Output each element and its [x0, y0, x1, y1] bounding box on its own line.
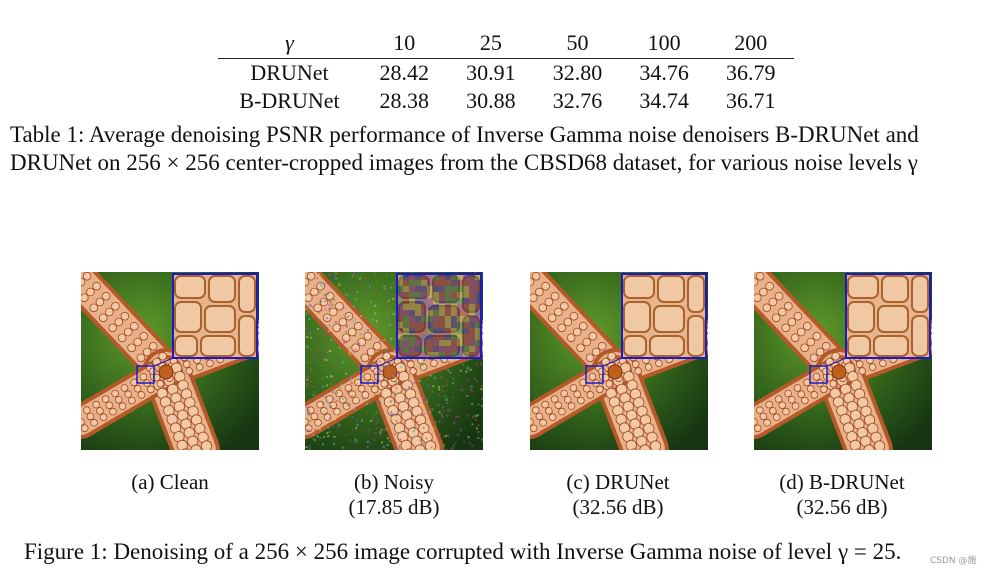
header-gamma: γ	[218, 28, 361, 59]
header-level-100: 100	[620, 28, 708, 59]
table-cell: 32.76	[552, 88, 603, 113]
table-cell: 34.76	[639, 60, 689, 85]
subfigure-label: (b) Noisy	[354, 470, 434, 494]
table-row: DRUNet 28.42 30.91 32.80 34.76 36.79	[218, 59, 794, 88]
header-level-50: 50	[534, 28, 621, 59]
header-level-200: 200	[707, 28, 794, 59]
starfish-image-noisy	[305, 272, 483, 450]
results-table: γ 10 25 50 100 200 DRUNet 28.42 30.91 32…	[218, 28, 794, 115]
table-header-row: γ 10 25 50 100 200	[218, 28, 794, 59]
header-level-25: 25	[447, 28, 535, 59]
subfigure-psnr: (17.85 dB)	[348, 495, 440, 519]
row-label: B-DRUNet	[239, 88, 340, 113]
table-cell: 36.79	[725, 60, 776, 85]
subfigure-caption-d: (d) B-DRUNet (32.56 dB)	[742, 470, 942, 520]
header-level-10: 10	[361, 28, 448, 59]
table-cell: 36.71	[725, 88, 776, 113]
table-cell: 34.74	[639, 88, 689, 113]
table-cell: 32.80	[552, 60, 603, 85]
starfish-image-clean	[81, 272, 259, 450]
subfigure-caption-b: (b) Noisy (17.85 dB)	[294, 470, 494, 520]
table-cell: 30.88	[466, 88, 516, 113]
subfigure-label: (d) B-DRUNet	[779, 470, 905, 494]
table-cell: 28.38	[379, 88, 430, 113]
table-caption-line-2: DRUNet on 256 × 256 center-cropped image…	[10, 150, 918, 175]
table-cell: 30.91	[466, 60, 516, 85]
starfish-image-drunet	[530, 272, 708, 450]
subfigure-caption-a: (a) Clean	[70, 470, 270, 495]
row-label: DRUNet	[250, 60, 329, 85]
table-caption-line-1: Table 1: Average denoising PSNR performa…	[10, 122, 919, 147]
table-cell: 28.42	[379, 60, 430, 85]
subfigure-psnr: (32.56 dB)	[796, 495, 888, 519]
subfigure-psnr: (32.56 dB)	[572, 495, 664, 519]
table-row: B-DRUNet 28.38 30.88 32.76 34.74 36.71	[218, 87, 794, 115]
watermark: CSDN @施	[930, 556, 977, 566]
subfigure-caption-c: (c) DRUNet (32.56 dB)	[518, 470, 718, 520]
subfigure-label: (a) Clean	[131, 470, 209, 494]
subfigure-label: (c) DRUNet	[566, 470, 670, 494]
starfish-image-bdrunet	[754, 272, 932, 450]
figure-caption: Figure 1: Denoising of a 256 × 256 image…	[24, 539, 902, 564]
